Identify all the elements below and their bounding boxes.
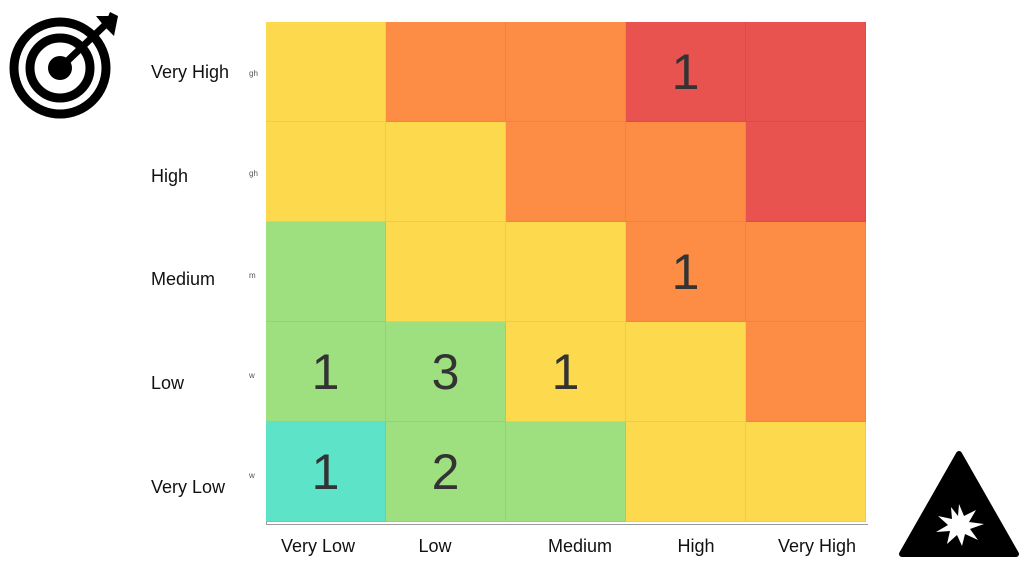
- matrix-cell: [746, 122, 866, 222]
- x-label-low: Low: [418, 536, 452, 556]
- matrix-cell: 1: [266, 322, 386, 422]
- matrix-cell: [386, 222, 506, 322]
- matrix-cell: 1: [266, 422, 386, 522]
- y-tick-fragment-2: gh: [249, 169, 258, 178]
- y-tick-fragment-5: w: [249, 471, 255, 480]
- y-label-medium: Medium: [151, 269, 216, 289]
- x-axis-line: [266, 524, 868, 525]
- x-label-very-high: Very High: [777, 536, 857, 556]
- matrix-cell: [506, 122, 626, 222]
- y-tick-fragment-3: m: [249, 271, 256, 280]
- y-label-high: High: [151, 166, 189, 186]
- matrix-cell: [506, 422, 626, 522]
- x-label-very-low: Very Low: [280, 536, 356, 556]
- matrix-cell: 1: [626, 222, 746, 322]
- matrix-cell: [626, 322, 746, 422]
- matrix-cell: [746, 222, 866, 322]
- matrix-cell: [506, 22, 626, 122]
- matrix-cell: 1: [506, 322, 626, 422]
- matrix-cell: 3: [386, 322, 506, 422]
- matrix-cell: [386, 122, 506, 222]
- impact-warning-icon: [899, 451, 1019, 557]
- x-label-high: High: [677, 536, 715, 556]
- y-label-low: Low: [151, 373, 185, 393]
- matrix-cell: [266, 22, 386, 122]
- matrix-cell: [266, 122, 386, 222]
- matrix-cell: [626, 422, 746, 522]
- y-tick-fragment-1: gh: [249, 69, 258, 78]
- y-label-very-low: Very Low: [151, 477, 226, 497]
- matrix-cell: [746, 422, 866, 522]
- matrix-cell: [386, 22, 506, 122]
- matrix-cell: [746, 322, 866, 422]
- matrix-cell: [626, 122, 746, 222]
- target-bullseye-icon: [9, 12, 118, 119]
- y-tick-fragment-4: w: [249, 371, 255, 380]
- matrix-cell: 1: [626, 22, 746, 122]
- matrix-cell: [266, 222, 386, 322]
- matrix-cell: [506, 222, 626, 322]
- x-label-medium: Medium: [547, 536, 613, 556]
- matrix-cell: 2: [386, 422, 506, 522]
- y-label-very-high: Very High: [151, 62, 230, 82]
- matrix-cell: [746, 22, 866, 122]
